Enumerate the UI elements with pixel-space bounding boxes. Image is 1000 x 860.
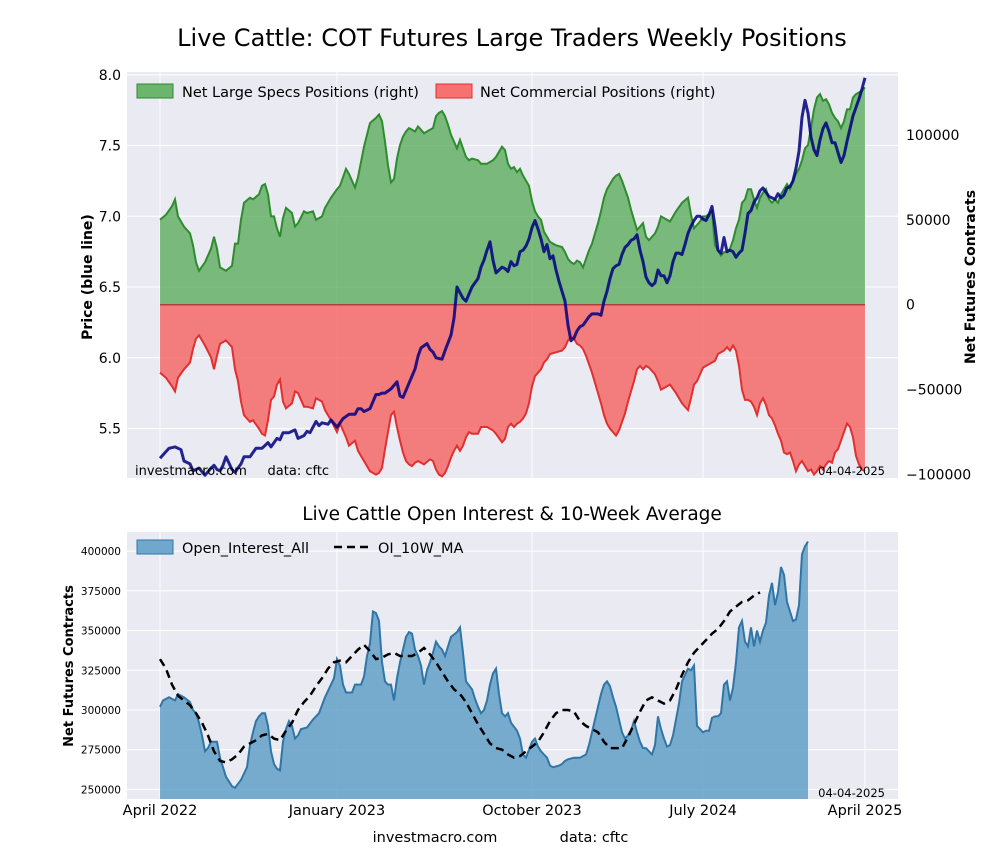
legend-label-oi: Open_Interest_All bbox=[182, 541, 309, 557]
top-y2-axis-label: Net Futures Contracts bbox=[963, 190, 979, 364]
top-y-tick-label: 5.5 bbox=[99, 421, 121, 437]
chart-title: Live Cattle: COT Futures Large Traders W… bbox=[177, 24, 847, 52]
footer-data: data: cftc bbox=[560, 830, 629, 846]
bottom-chart-title: Live Cattle Open Interest & 10-Week Aver… bbox=[302, 504, 722, 525]
top-legend: Net Large Specs Positions (right) Net Co… bbox=[136, 83, 715, 101]
bottom-date-label: 04-04-2025 bbox=[818, 786, 885, 800]
bottom-y-tick-label: 300000 bbox=[81, 705, 121, 717]
footer-site: investmacro.com bbox=[373, 830, 498, 846]
legend-swatch-commercial bbox=[435, 83, 473, 99]
top-date-label: 04-04-2025 bbox=[818, 464, 885, 478]
bottom-x-tick-label: October 2023 bbox=[482, 803, 582, 819]
top-areas bbox=[159, 86, 866, 478]
top-y-tick-label: 6.5 bbox=[99, 280, 121, 296]
legend-label-commercial: Net Commercial Positions (right) bbox=[480, 85, 715, 101]
top-y-ticks: 5.5 6.0 6.5 7.0 7.5 8.0 bbox=[99, 68, 121, 438]
ma-line bbox=[158, 591, 761, 764]
oi-line bbox=[159, 540, 809, 790]
commercial-area bbox=[160, 304, 865, 477]
top-y-tick-label: 7.0 bbox=[99, 209, 121, 225]
legend-swatch-specs bbox=[136, 83, 174, 99]
bottom-ma bbox=[158, 591, 761, 764]
bottom-y-tick-label: 250000 bbox=[81, 784, 121, 796]
bottom-legend: Open_Interest_All OI_10W_MA bbox=[136, 539, 463, 557]
top-y2-tick-label: −100000 bbox=[906, 468, 971, 484]
bottom-y-tick-label: 350000 bbox=[81, 626, 121, 638]
legend-label-specs: Net Large Specs Positions (right) bbox=[182, 85, 419, 101]
bottom-x-tick-label: July 2024 bbox=[668, 803, 737, 819]
top-price bbox=[158, 77, 867, 477]
top-y2-tick-label: −50000 bbox=[906, 383, 962, 399]
bottom-x-tick-label: April 2025 bbox=[828, 803, 903, 819]
bottom-panel: 250000 275000 300000 325000 350000 375000 4000… bbox=[62, 532, 902, 819]
bottom-y-tick-label: 400000 bbox=[81, 546, 121, 558]
commercial-line bbox=[159, 333, 866, 478]
bottom-x-ticks: April 2022 January 2023 October 2023 July 2… bbox=[123, 803, 903, 819]
top-y2-tick-label: 0 bbox=[906, 298, 915, 314]
price-line bbox=[158, 77, 867, 477]
bottom-x-tick-label: January 2023 bbox=[288, 803, 385, 819]
oi-area bbox=[160, 541, 808, 799]
top-y-axis-label: Price (blue line) bbox=[80, 214, 96, 340]
bottom-y-tick-label: 375000 bbox=[81, 586, 121, 598]
legend-label-ma: OI_10W_MA bbox=[378, 541, 463, 557]
top-y-tick-label: 7.5 bbox=[99, 139, 121, 155]
top-y2-tick-label: 50000 bbox=[906, 213, 951, 229]
top-watermark: investmacro.com data: cftc bbox=[135, 464, 329, 479]
bottom-y-tick-label: 325000 bbox=[81, 665, 121, 677]
bottom-y-tick-label: 275000 bbox=[81, 745, 121, 757]
top-y2-ticks: −100000 −50000 0 50000 100000 bbox=[906, 128, 971, 484]
bottom-area bbox=[159, 540, 809, 799]
legend-swatch-oi bbox=[136, 539, 174, 555]
top-y-tick-label: 6.0 bbox=[99, 351, 121, 367]
top-panel: 5.5 6.0 6.5 7.0 7.5 8.0 −100000 −50000 0 50000 10… bbox=[80, 68, 979, 484]
bottom-y-axis-label: Net Futures Contracts bbox=[62, 585, 77, 747]
top-y-tick-label: 8.0 bbox=[99, 68, 121, 84]
bottom-x-tick-label: April 2022 bbox=[123, 803, 198, 819]
specs-area bbox=[160, 87, 865, 305]
bottom-y-ticks: 250000 275000 300000 325000 350000 375000 4000… bbox=[81, 546, 121, 796]
top-y2-tick-label: 100000 bbox=[906, 128, 959, 144]
